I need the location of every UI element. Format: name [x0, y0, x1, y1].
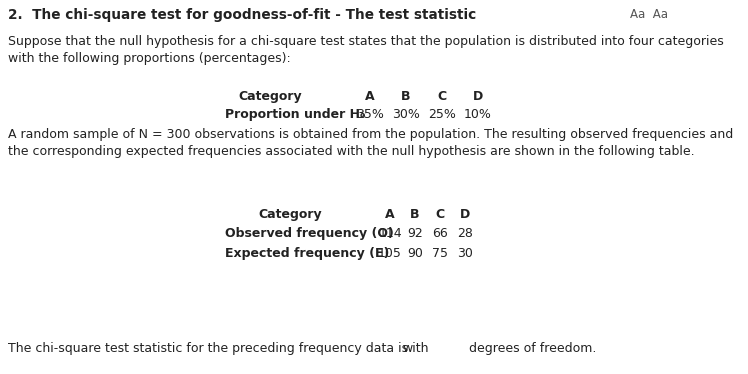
Text: 90: 90 [407, 247, 423, 260]
Text: Proportion under H₀: Proportion under H₀ [225, 108, 366, 121]
Text: 25%: 25% [428, 108, 456, 121]
Text: 2.  The chi-square test for goodness-of-fit - The test statistic: 2. The chi-square test for goodness-of-f… [8, 8, 476, 22]
Text: 105: 105 [378, 247, 402, 260]
Text: B: B [401, 90, 411, 103]
Text: Observed frequency (O): Observed frequency (O) [225, 227, 394, 240]
Text: the corresponding expected frequencies associated with the null hypothesis are s: the corresponding expected frequencies a… [8, 145, 695, 158]
Text: A random sample of N = 300 observations is obtained from the population. The res: A random sample of N = 300 observations … [8, 128, 733, 141]
Text: Suppose that the null hypothesis for a chi-square test states that the populatio: Suppose that the null hypothesis for a c… [8, 35, 724, 48]
Text: 35%: 35% [356, 108, 384, 121]
Text: 75: 75 [432, 247, 448, 260]
Text: degrees of freedom.: degrees of freedom. [469, 342, 596, 355]
Text: 30: 30 [457, 247, 473, 260]
Text: Expected frequency (E): Expected frequency (E) [225, 247, 390, 260]
Text: Category: Category [238, 90, 301, 103]
Text: A: A [385, 208, 395, 221]
Text: 92: 92 [407, 227, 423, 240]
Text: B: B [410, 208, 420, 221]
Text: The chi-square test statistic for the preceding frequency data is: The chi-square test statistic for the pr… [8, 342, 408, 355]
Text: with the following proportions (percentages):: with the following proportions (percenta… [8, 52, 291, 65]
Text: 66: 66 [432, 227, 448, 240]
Text: A: A [365, 90, 375, 103]
Text: 114: 114 [378, 227, 402, 240]
Text: D: D [473, 90, 483, 103]
Text: Aa  Aa: Aa Aa [630, 8, 668, 21]
Text: with: with [402, 342, 429, 355]
Text: D: D [460, 208, 470, 221]
Text: C: C [435, 208, 444, 221]
Text: 10%: 10% [464, 108, 492, 121]
Text: 30%: 30% [392, 108, 420, 121]
Text: Category: Category [258, 208, 322, 221]
Text: 28: 28 [457, 227, 473, 240]
Text: C: C [438, 90, 447, 103]
